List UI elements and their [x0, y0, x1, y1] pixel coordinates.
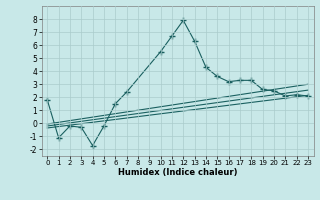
X-axis label: Humidex (Indice chaleur): Humidex (Indice chaleur) — [118, 168, 237, 177]
